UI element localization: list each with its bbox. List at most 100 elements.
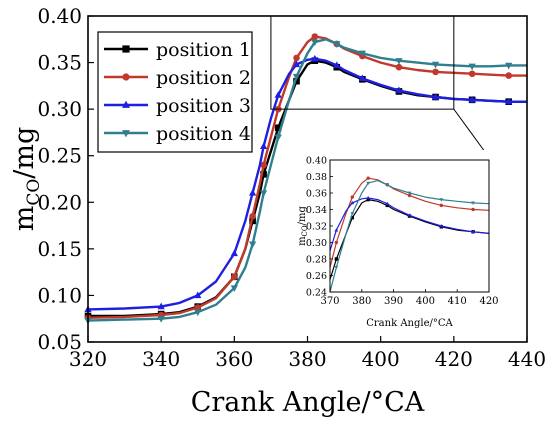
main-data-point bbox=[505, 97, 513, 105]
legend-item-4: position 4 bbox=[104, 123, 251, 145]
main-data-point bbox=[395, 63, 403, 71]
legend-label: position 3 bbox=[156, 95, 251, 117]
main-data-point bbox=[468, 70, 476, 78]
inset-data-point bbox=[334, 265, 339, 270]
inset-data-point bbox=[439, 203, 443, 208]
main-data-point bbox=[468, 95, 476, 103]
inset-data-point bbox=[350, 200, 355, 205]
main-data-point bbox=[274, 134, 282, 142]
y-axis-title-main: m bbox=[9, 206, 40, 232]
inset-data-point bbox=[407, 191, 412, 196]
inset-data-point bbox=[366, 197, 370, 202]
main-x-tick-label: 400 bbox=[362, 347, 400, 371]
main-y-tick-label: 0.05 bbox=[37, 330, 82, 354]
inset-data-point bbox=[385, 203, 389, 208]
inset-background bbox=[296, 150, 496, 334]
main-data-point bbox=[194, 304, 202, 311]
main-series-line bbox=[87, 38, 527, 322]
main-x-axis-title: Crank Angle/°CA bbox=[191, 387, 425, 418]
main-x-tick-label: 320 bbox=[69, 347, 107, 371]
main-data-point bbox=[358, 74, 367, 82]
main-data-point bbox=[311, 33, 319, 40]
inset-y-tick-label: 0.28 bbox=[306, 255, 327, 266]
main-data-point bbox=[431, 93, 440, 100]
inset-data-point bbox=[407, 213, 412, 217]
inset-y-tick-label: 0.40 bbox=[306, 156, 327, 167]
inset-data-point bbox=[471, 207, 475, 212]
legend-label: position 2 bbox=[156, 67, 251, 89]
legend-items: position 1 position 2 position 3 position 4 bbox=[104, 39, 251, 145]
legend-item-1: position 1 bbox=[104, 39, 251, 61]
y-axis-title-unit: /mg bbox=[9, 127, 40, 179]
main-data-point bbox=[249, 212, 256, 220]
inset-y-tick-label: 0.30 bbox=[306, 238, 327, 249]
main-x-tick-label: 440 bbox=[508, 347, 546, 371]
main-data-point bbox=[194, 309, 202, 317]
inset-data-point bbox=[334, 257, 339, 261]
main-data-point bbox=[260, 161, 267, 169]
main-data-point bbox=[260, 171, 267, 178]
main-data-point bbox=[505, 72, 513, 79]
legend-label: position 1 bbox=[156, 39, 251, 61]
inset-ticks-group: 370 380 390 400 410 420 0.24 0.26 0.28 0.30 0.32 0.… bbox=[306, 156, 499, 308]
main-data-point bbox=[292, 60, 301, 68]
inset-data-point bbox=[471, 201, 475, 205]
inset-y-axis-title: mCO/mg bbox=[297, 205, 309, 245]
main-x-tick-label: 360 bbox=[215, 347, 253, 371]
inset-x-tick-label: 380 bbox=[352, 296, 371, 307]
zoom-arrow bbox=[453, 108, 489, 157]
main-y-tick-label: 0.20 bbox=[37, 190, 82, 214]
inset-data-point bbox=[334, 228, 339, 232]
main-data-point bbox=[194, 291, 202, 299]
inset-data-point bbox=[366, 181, 371, 186]
main-x-tick-label: 380 bbox=[288, 347, 326, 371]
legend-marker-swatch bbox=[122, 45, 130, 53]
inset-x-tick-label: 420 bbox=[479, 296, 498, 307]
main-data-point bbox=[259, 142, 268, 150]
inset-data-point bbox=[366, 195, 371, 200]
inset-x-tick-label: 370 bbox=[320, 296, 339, 307]
main-data-point bbox=[358, 50, 367, 58]
main-series-4 bbox=[84, 38, 527, 325]
inset-data-point bbox=[439, 223, 444, 228]
main-y-tick-label: 0.25 bbox=[37, 144, 82, 168]
inset-y-tick-label: 0.24 bbox=[306, 288, 327, 299]
main-x-tick-label: 420 bbox=[435, 347, 473, 371]
inset-y-tick-label: 0.26 bbox=[306, 271, 327, 282]
inset-data-point bbox=[407, 193, 412, 198]
legend-marker-swatch bbox=[122, 73, 130, 81]
inset-data-point bbox=[366, 176, 370, 180]
main-data-point bbox=[293, 77, 300, 85]
legend-marker-swatch bbox=[122, 130, 130, 138]
main-ticks-group: 320 340 360 380 400 420 440 0.05 0.10 0.15 0.20 0.2… bbox=[37, 4, 546, 371]
inset-series-4 bbox=[329, 180, 490, 293]
main-data-point bbox=[157, 302, 165, 310]
inset-x-tick-label: 390 bbox=[384, 296, 403, 307]
main-data-point bbox=[230, 285, 238, 292]
inset-data-point bbox=[350, 195, 354, 199]
main-y-tick-label: 0.30 bbox=[37, 97, 82, 121]
inset-data-point bbox=[350, 216, 354, 220]
main-data-point bbox=[292, 73, 301, 81]
main-data-point bbox=[259, 190, 268, 197]
legend-item-2: position 2 bbox=[104, 67, 251, 89]
main-data-point bbox=[274, 91, 282, 98]
main-data-point bbox=[505, 62, 513, 70]
inset-plot: 370 380 390 400 410 420 0.24 0.26 0.28 0.30 0.32 0.… bbox=[296, 150, 499, 334]
inset-data-point bbox=[471, 229, 475, 234]
main-data-point bbox=[395, 86, 403, 94]
legend-marker-swatch bbox=[122, 100, 130, 108]
zoom-region-box bbox=[270, 15, 455, 110]
inset-series-group bbox=[329, 176, 490, 293]
inset-y-axis-title-unit: /mg bbox=[297, 205, 308, 225]
main-y-tick-label: 0.10 bbox=[37, 283, 82, 307]
inset-x-tick-label: 400 bbox=[416, 296, 435, 307]
main-y-tick-label: 0.35 bbox=[37, 51, 82, 75]
main-data-point bbox=[157, 316, 165, 323]
main-data-point bbox=[431, 61, 440, 69]
legend-label: position 4 bbox=[156, 123, 251, 145]
main-data-point bbox=[395, 58, 403, 65]
main-data-point bbox=[311, 54, 319, 62]
inset-x-axis-title: Crank Angle/°CA bbox=[366, 318, 453, 329]
inset-data-point bbox=[385, 201, 390, 206]
